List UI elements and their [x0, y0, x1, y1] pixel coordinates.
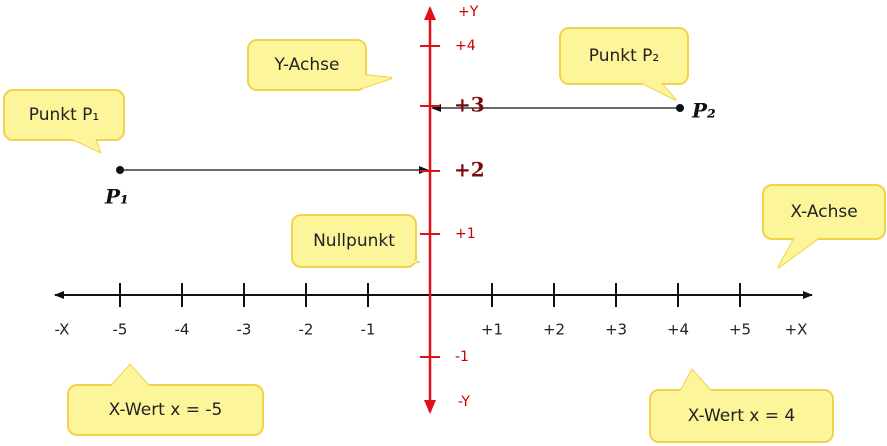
callout-text: X-Wert x = 4 [688, 406, 796, 426]
y-tick-label: -1 [455, 349, 469, 365]
callout-box [559, 27, 689, 85]
callout-box [649, 389, 834, 443]
x-tick-label: -X [55, 321, 70, 339]
point-label: P₁ [104, 185, 129, 209]
callout-box [3, 89, 125, 141]
x-tick-label: -5 [113, 321, 128, 339]
callout-tail-fill [110, 365, 150, 387]
callout-text: X-Achse [790, 202, 857, 222]
point-p2 [676, 104, 684, 112]
callout-tail-fill [355, 74, 392, 88]
callout-tail-fill [680, 370, 712, 392]
y-tick-label: +1 [455, 226, 476, 242]
callout-text: Y-Achse [274, 55, 340, 75]
callout-text: Nullpunkt [313, 231, 395, 251]
point-label: P₂ [691, 99, 716, 123]
x-tick-label: +2 [543, 321, 565, 339]
callout-text: Punkt P₁ [29, 105, 99, 125]
point-p1 [116, 166, 124, 174]
x-tick-label: -4 [175, 321, 190, 339]
callouts: Punkt P₁ Y-Achse Punkt P₂ Nullpunkt X-Achse X… [3, 27, 886, 443]
x-tick-label: -3 [237, 321, 252, 339]
callout-text: Punkt P₂ [589, 46, 659, 66]
x-tick-label: +X [785, 321, 808, 339]
y-tick-label: +2 [454, 158, 485, 182]
x-tick-label: +5 [729, 321, 751, 339]
x-tick-label: +4 [667, 321, 689, 339]
callout-box [762, 184, 886, 240]
callout-tail-fill [70, 138, 100, 152]
callout-box [247, 39, 367, 91]
x-tick-label: +3 [605, 321, 627, 339]
callout-box [67, 384, 264, 436]
x-tick-label: -1 [361, 321, 376, 339]
x-tick-label: +1 [481, 321, 503, 339]
callout-tail-fill [390, 250, 418, 266]
y-tick-label: +Y [458, 4, 479, 20]
callout-tail-fill [640, 82, 676, 100]
callout-tail-fill [778, 237, 820, 268]
callout-text: X-Wert x = -5 [109, 400, 223, 420]
x-tick-label: -2 [299, 321, 314, 339]
y-tick-label: +3 [454, 93, 485, 117]
y-tick-label: -Y [458, 394, 470, 410]
y-tick-label: +4 [455, 38, 476, 54]
callout-box [291, 214, 417, 268]
